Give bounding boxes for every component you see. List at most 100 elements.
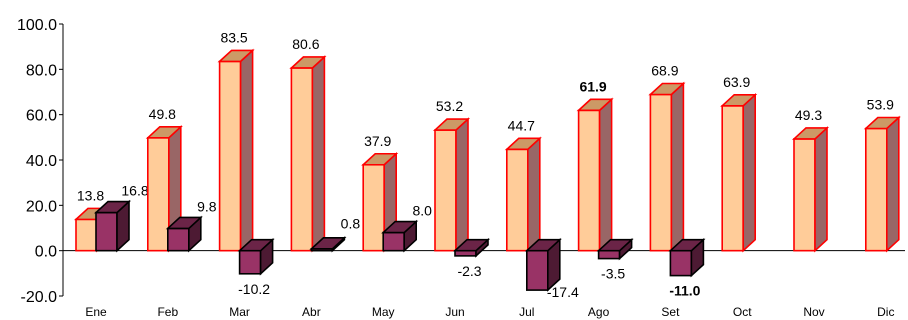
bar-front — [505, 148, 529, 252]
bar-side — [885, 115, 900, 253]
y-tick-label: 100.0 — [17, 17, 57, 34]
y-tick-label: 40.0 — [26, 153, 57, 170]
data-label-series1: 61.9 — [579, 78, 606, 94]
bar-top — [720, 94, 758, 107]
bar-front — [362, 163, 386, 252]
bar-top — [289, 56, 327, 69]
bar-top — [596, 238, 634, 252]
bar-top — [648, 82, 686, 96]
data-label-series2: -10.2 — [238, 281, 270, 297]
bar-front — [793, 138, 816, 252]
x-tick-label: Set — [661, 305, 680, 319]
data-label-series1: 83.5 — [220, 29, 247, 45]
bar-1-dic — [863, 115, 901, 253]
x-tick-label: May — [372, 305, 395, 319]
bar-front — [649, 93, 673, 252]
bar-2-feb — [165, 215, 203, 253]
bar-front — [577, 109, 601, 252]
bar-top — [165, 216, 203, 230]
bar-front — [75, 218, 98, 252]
bar-front — [290, 67, 314, 252]
bar-top — [217, 49, 255, 63]
data-label-series2: 8.0 — [412, 203, 432, 219]
x-tick-label: Feb — [157, 305, 178, 319]
bar-top — [145, 125, 183, 139]
bar-top — [791, 127, 830, 140]
bar-top — [381, 220, 419, 234]
bar-side — [742, 93, 757, 253]
bar-top — [361, 152, 399, 166]
bar-2-may — [381, 219, 419, 253]
data-label-series1: 53.2 — [436, 98, 463, 114]
bar-2-set — [668, 237, 706, 278]
bar-2-jun — [452, 237, 491, 258]
bar-top — [668, 238, 706, 252]
y-tick-label: 20.0 — [26, 198, 57, 215]
data-label-series1: 63.9 — [723, 74, 750, 90]
x-tick-label: Dic — [877, 305, 894, 319]
bar-front — [95, 211, 118, 252]
data-label-series1: 49.3 — [795, 107, 822, 123]
bar-1-jun — [432, 117, 471, 253]
bar-top — [432, 118, 471, 131]
data-label-series2: 9.8 — [197, 198, 217, 214]
data-label-series1: 49.8 — [149, 106, 176, 122]
bar-side — [598, 97, 613, 253]
data-label-series2: 0.8 — [341, 216, 361, 232]
bar-top — [576, 98, 614, 112]
bar-1-jul — [504, 136, 542, 253]
bar-1-abr — [289, 55, 327, 253]
x-tick-label: Oct — [733, 305, 752, 319]
bar-2-abr — [309, 236, 347, 253]
data-label-series1: 37.9 — [364, 133, 391, 149]
bar-1-oct — [720, 93, 758, 253]
bar-side — [814, 126, 828, 253]
bar-front — [597, 249, 621, 260]
bar-front — [434, 129, 457, 252]
bar-top — [309, 237, 347, 250]
bar-front — [864, 127, 888, 252]
bar-front — [382, 231, 406, 252]
x-tick-label: Abr — [302, 305, 321, 319]
bar-1-nov — [791, 126, 830, 253]
data-label-series2: -17.4 — [547, 284, 579, 300]
bar-top — [524, 238, 562, 252]
bar-side — [311, 55, 326, 253]
bar-side — [526, 136, 541, 253]
bar-2-jul — [524, 237, 562, 292]
bar-side — [239, 48, 254, 253]
data-label-series2: 16.8 — [121, 183, 148, 199]
bar-front — [167, 227, 190, 252]
bar-front — [721, 105, 745, 252]
y-tick-label: 60.0 — [26, 108, 57, 125]
y-tick-label: 80.0 — [26, 62, 57, 79]
bar-top — [93, 200, 132, 214]
data-label-series1: 68.9 — [651, 62, 678, 78]
bar-1-mar — [217, 48, 255, 253]
bar-front — [147, 136, 170, 252]
y-tick-label: 0.0 — [35, 244, 57, 261]
data-label-series1: 53.9 — [867, 96, 894, 112]
x-tick-label: Jul — [519, 305, 534, 319]
data-label-series2: -2.3 — [457, 263, 481, 279]
data-label-series1: 44.7 — [508, 117, 535, 133]
data-label-series1: 80.6 — [292, 36, 319, 52]
y-tick-label: -20.0 — [21, 289, 58, 306]
data-label-series1: 13.8 — [77, 187, 104, 203]
data-label-series2: -3.5 — [601, 266, 625, 282]
bar-2-ago — [596, 237, 634, 261]
x-tick-label: Ago — [588, 305, 610, 319]
axes: 100.0 80.0 60.0 40.0 20.0 0.0 -20.0 — [17, 17, 905, 306]
x-tick-label: Jun — [445, 305, 464, 319]
bar-side — [670, 81, 685, 253]
bar-front — [238, 249, 262, 275]
bar-front — [218, 60, 242, 252]
bar-2-mar — [237, 237, 275, 276]
bar-1-set — [648, 81, 686, 253]
bar-top — [504, 137, 542, 151]
bar-2-ene — [93, 199, 132, 253]
x-tick-label: Nov — [803, 305, 824, 319]
x-tick-label: Mar — [229, 305, 250, 319]
bar-side — [455, 117, 469, 253]
